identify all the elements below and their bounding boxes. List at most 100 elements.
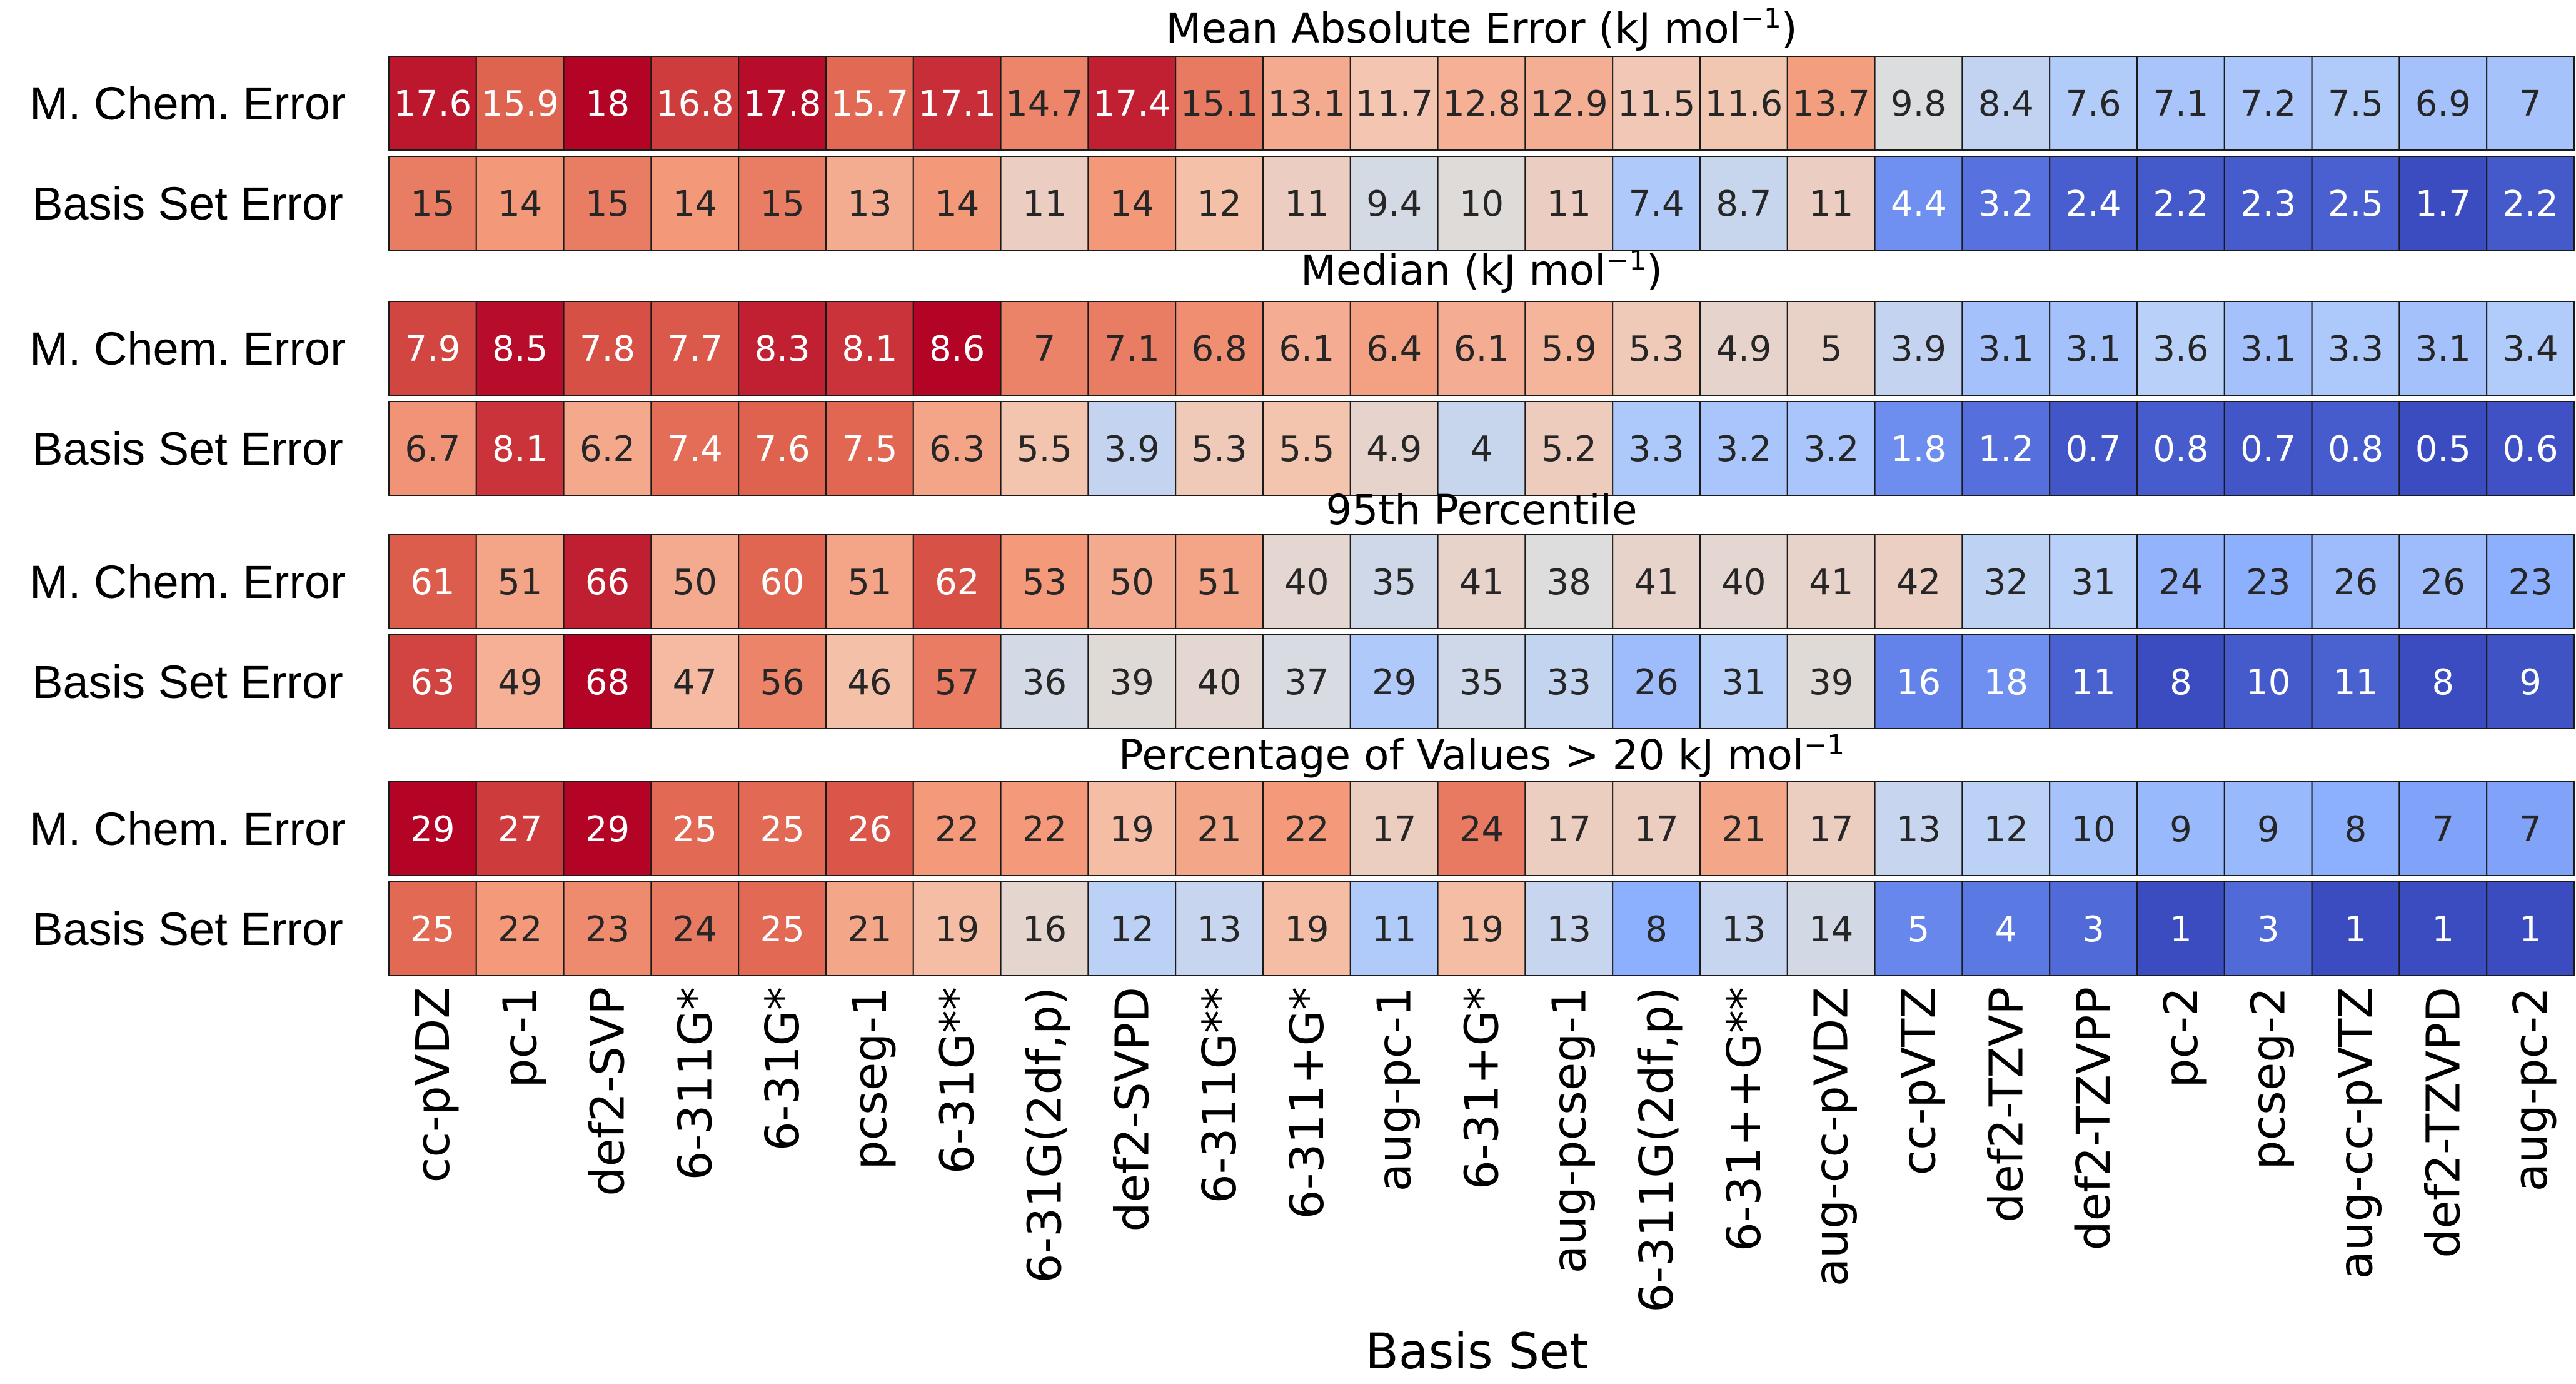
cell-value-label: 24 <box>673 909 717 950</box>
cell-value-label: 15.1 <box>1180 84 1259 124</box>
cell-value-label: 1 <box>2519 909 2542 950</box>
cell-value-label: 22 <box>935 809 979 850</box>
heatmap-cell <box>2486 56 2575 151</box>
heatmap-cell <box>2136 156 2225 251</box>
cell-value-label: 4.9 <box>1716 329 1771 370</box>
cell-value-label: 7.7 <box>667 329 723 370</box>
cell-value-label: 7.6 <box>2066 84 2121 124</box>
heatmap-cell <box>738 301 827 396</box>
cell-value-label: 5.2 <box>1541 429 1597 470</box>
row-label: Basis Set Error <box>32 656 343 708</box>
heatmap-cell <box>1699 301 1788 396</box>
heatmap-cell <box>1000 401 1089 496</box>
cell-value-label: 16.8 <box>656 84 734 124</box>
heatmap-cell <box>1524 781 1614 876</box>
heatmap-panel: Mean Absolute Error (kJ mol−1) M. Chem. E… <box>29 3 2575 251</box>
cell-value-label: 22 <box>1022 809 1067 850</box>
heatmap-cell <box>1874 401 1963 496</box>
heatmap-cell <box>2311 534 2400 629</box>
heatmap-cell <box>2398 781 2488 876</box>
heatmap-cell <box>1524 56 1614 151</box>
heatmap-cell <box>1524 156 1614 251</box>
heatmap-cell <box>1961 56 2051 151</box>
cell-value-label: 8 <box>1645 909 1668 950</box>
heatmap-cell <box>1349 534 1439 629</box>
cell-value-label: 33 <box>1547 662 1591 703</box>
cell-value-label: 2.2 <box>2503 184 2558 225</box>
heatmap-cell <box>2049 781 2138 876</box>
cell-value-label: 5 <box>1820 329 1843 370</box>
cell-value-label: 14.7 <box>1005 84 1084 124</box>
cell-value-label: 0.6 <box>2503 429 2558 470</box>
x-tick-label: pc-1 <box>494 987 548 1088</box>
cell-value-label: 3.1 <box>2066 329 2121 370</box>
heatmap-cell <box>563 56 652 151</box>
heatmap-cell <box>388 881 477 976</box>
cell-value-label: 38 <box>1547 562 1591 603</box>
cell-value-label: 0.8 <box>2153 429 2208 470</box>
cell-value-label: 27 <box>498 809 542 850</box>
heatmap-cell <box>1175 156 1264 251</box>
heatmap-cell <box>825 156 914 251</box>
heatmap-cell <box>1699 156 1788 251</box>
heatmap-cell <box>1786 881 1876 976</box>
cell-value-label: 10 <box>1459 184 1504 225</box>
heatmap-cell <box>388 56 477 151</box>
cell-value-label: 8.7 <box>1716 184 1771 225</box>
heatmap-cell <box>2311 301 2400 396</box>
cell-value-label: 8.1 <box>842 329 897 370</box>
cell-value-label: 7.1 <box>2153 84 2208 124</box>
cell-value-label: 22 <box>1284 809 1329 850</box>
cell-value-label: 51 <box>1197 562 1241 603</box>
heatmap-cell <box>475 881 565 976</box>
cell-value-label: 8.5 <box>492 329 548 370</box>
heatmap-cell <box>825 881 914 976</box>
cell-value-label: 10 <box>2071 809 2115 850</box>
heatmap-cell <box>825 301 914 396</box>
cell-value-label: 11 <box>1809 184 1853 225</box>
x-tick-label: def2-TZVP <box>1980 987 2033 1223</box>
cell-value-label: 21 <box>847 909 892 950</box>
x-tick-label: pcseg-1 <box>843 987 897 1170</box>
cell-value-label: 17 <box>1809 809 1853 850</box>
cell-value-label: 56 <box>760 662 804 703</box>
heatmap-cell <box>1874 534 1963 629</box>
heatmap-cell <box>912 301 1002 396</box>
heatmap-cell <box>1612 534 1701 629</box>
cell-value-label: 9 <box>2170 809 2192 850</box>
heatmap-cell <box>2311 401 2400 496</box>
heatmap-cell <box>2398 301 2488 396</box>
heatmap-cell <box>2311 56 2400 151</box>
cell-value-label: 3.6 <box>2153 329 2208 370</box>
heatmap-cell <box>388 781 477 876</box>
cell-value-label: 4.9 <box>1366 429 1422 470</box>
row-label: M. Chem. Error <box>29 323 346 375</box>
heatmap-cell <box>1524 301 1614 396</box>
x-tick-label: 6-311+G* <box>1280 987 1334 1219</box>
heatmap-cell <box>2049 634 2138 729</box>
cell-value-label: 11 <box>1372 909 1416 950</box>
heatmap-cell <box>650 301 740 396</box>
cell-value-label: 25 <box>760 909 804 950</box>
x-tick-label: def2-SVP <box>581 987 635 1196</box>
cell-value-label: 17.6 <box>394 84 472 124</box>
heatmap-cell <box>738 534 827 629</box>
cell-value-label: 3.1 <box>2240 329 2296 370</box>
heatmap-cell <box>2486 301 2575 396</box>
heatmap-cell <box>2398 401 2488 496</box>
cell-value-label: 3.1 <box>1978 329 2034 370</box>
heatmap-cell <box>1087 301 1177 396</box>
cell-value-label: 3.1 <box>2415 329 2471 370</box>
heatmap-cell <box>2223 301 2313 396</box>
panel-title: Mean Absolute Error (kJ mol−1) <box>1165 3 1797 53</box>
cell-value-label: 7 <box>2519 809 2542 850</box>
heatmap-cell <box>2223 401 2313 496</box>
cell-value-label: 5 <box>1908 909 1930 950</box>
x-tick-label: 6-31G* <box>756 987 810 1151</box>
cell-value-label: 0.7 <box>2066 429 2121 470</box>
cell-value-label: 1 <box>2345 909 2367 950</box>
cell-value-label: 11 <box>2333 662 2378 703</box>
cell-value-label: 19 <box>1459 909 1504 950</box>
cell-value-label: 14 <box>1110 184 1154 225</box>
